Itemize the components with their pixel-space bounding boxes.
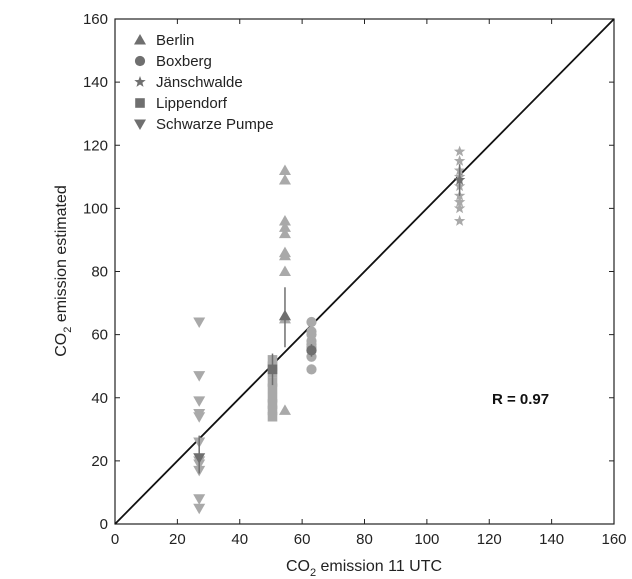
x-tick-label: 120 bbox=[477, 531, 502, 548]
y-tick-label: 80 bbox=[91, 264, 108, 281]
x-tick-label: 0 bbox=[111, 531, 119, 548]
data-point bbox=[453, 215, 466, 226]
data-point bbox=[278, 221, 291, 232]
data-point bbox=[193, 317, 206, 328]
mean-point bbox=[306, 345, 317, 356]
data-point bbox=[278, 404, 291, 415]
x-axis-label: CO2 emission 11 UTC bbox=[286, 558, 442, 579]
legend-marker bbox=[134, 55, 146, 67]
data-point bbox=[193, 396, 206, 407]
legend: Berlin Boxberg Jänschwalde Lippendorf Schwar… bbox=[134, 32, 274, 133]
mean-point bbox=[193, 453, 206, 464]
legend-marker bbox=[134, 76, 146, 87]
data-point bbox=[453, 196, 466, 207]
y-tick-label: 60 bbox=[91, 327, 108, 344]
x-tick-label: 100 bbox=[414, 531, 439, 548]
series-lippendorf bbox=[267, 353, 278, 422]
y-tick-label: 140 bbox=[83, 74, 108, 91]
y-tick-label: 20 bbox=[91, 453, 108, 470]
data-points bbox=[193, 145, 466, 515]
legend-marker bbox=[134, 119, 146, 130]
data-point bbox=[306, 316, 317, 328]
x-tick-label: 60 bbox=[294, 531, 311, 548]
data-point bbox=[278, 164, 291, 175]
series-j-nschwalde bbox=[453, 145, 466, 226]
y-tick-label: 100 bbox=[83, 200, 108, 217]
data-point bbox=[278, 249, 291, 261]
data-point bbox=[278, 227, 291, 239]
x-tick-label: 160 bbox=[601, 531, 626, 548]
y-tick-label: 40 bbox=[91, 390, 108, 407]
data-point bbox=[267, 411, 278, 422]
legend-marker bbox=[134, 34, 146, 45]
legend-label: Schwarze Pumpe bbox=[156, 116, 274, 133]
legend-label: Berlin bbox=[156, 32, 194, 49]
data-point bbox=[267, 383, 278, 394]
data-point bbox=[453, 145, 466, 157]
mean-point bbox=[267, 364, 278, 375]
x-tick-label: 80 bbox=[356, 531, 373, 548]
series-schwarze-pumpe bbox=[193, 317, 206, 515]
y-tick-label: 160 bbox=[83, 11, 108, 28]
correlation-annotation: R = 0.97 bbox=[492, 391, 549, 408]
data-point bbox=[278, 215, 291, 226]
y-tick-label: 120 bbox=[83, 137, 108, 154]
data-point bbox=[193, 412, 206, 423]
data-point bbox=[193, 494, 206, 505]
legend-label: Lippendorf bbox=[156, 95, 228, 112]
x-tick-label: 20 bbox=[169, 531, 186, 548]
x-tick-label: 40 bbox=[231, 531, 248, 548]
series-boxberg bbox=[306, 316, 317, 375]
data-point bbox=[453, 202, 466, 214]
series-berlin bbox=[278, 164, 291, 415]
data-point bbox=[193, 503, 206, 515]
data-point bbox=[453, 155, 466, 166]
legend-label: Boxberg bbox=[156, 53, 212, 70]
mean-point bbox=[453, 173, 466, 185]
data-point bbox=[278, 265, 291, 276]
axis-ticks: 0 20 40 60 80 100 120 140 160 0 20 40 60 80 100 120 140 1… bbox=[83, 11, 627, 548]
data-point bbox=[193, 371, 206, 382]
data-point bbox=[306, 364, 317, 375]
y-axis-label: CO2 emission estimated bbox=[53, 185, 74, 357]
legend-marker bbox=[135, 98, 145, 108]
y-tick-label: 0 bbox=[100, 516, 108, 533]
x-tick-label: 140 bbox=[539, 531, 564, 548]
mean-point bbox=[278, 309, 291, 321]
data-point bbox=[278, 173, 291, 185]
legend-label: Jänschwalde bbox=[156, 74, 243, 91]
